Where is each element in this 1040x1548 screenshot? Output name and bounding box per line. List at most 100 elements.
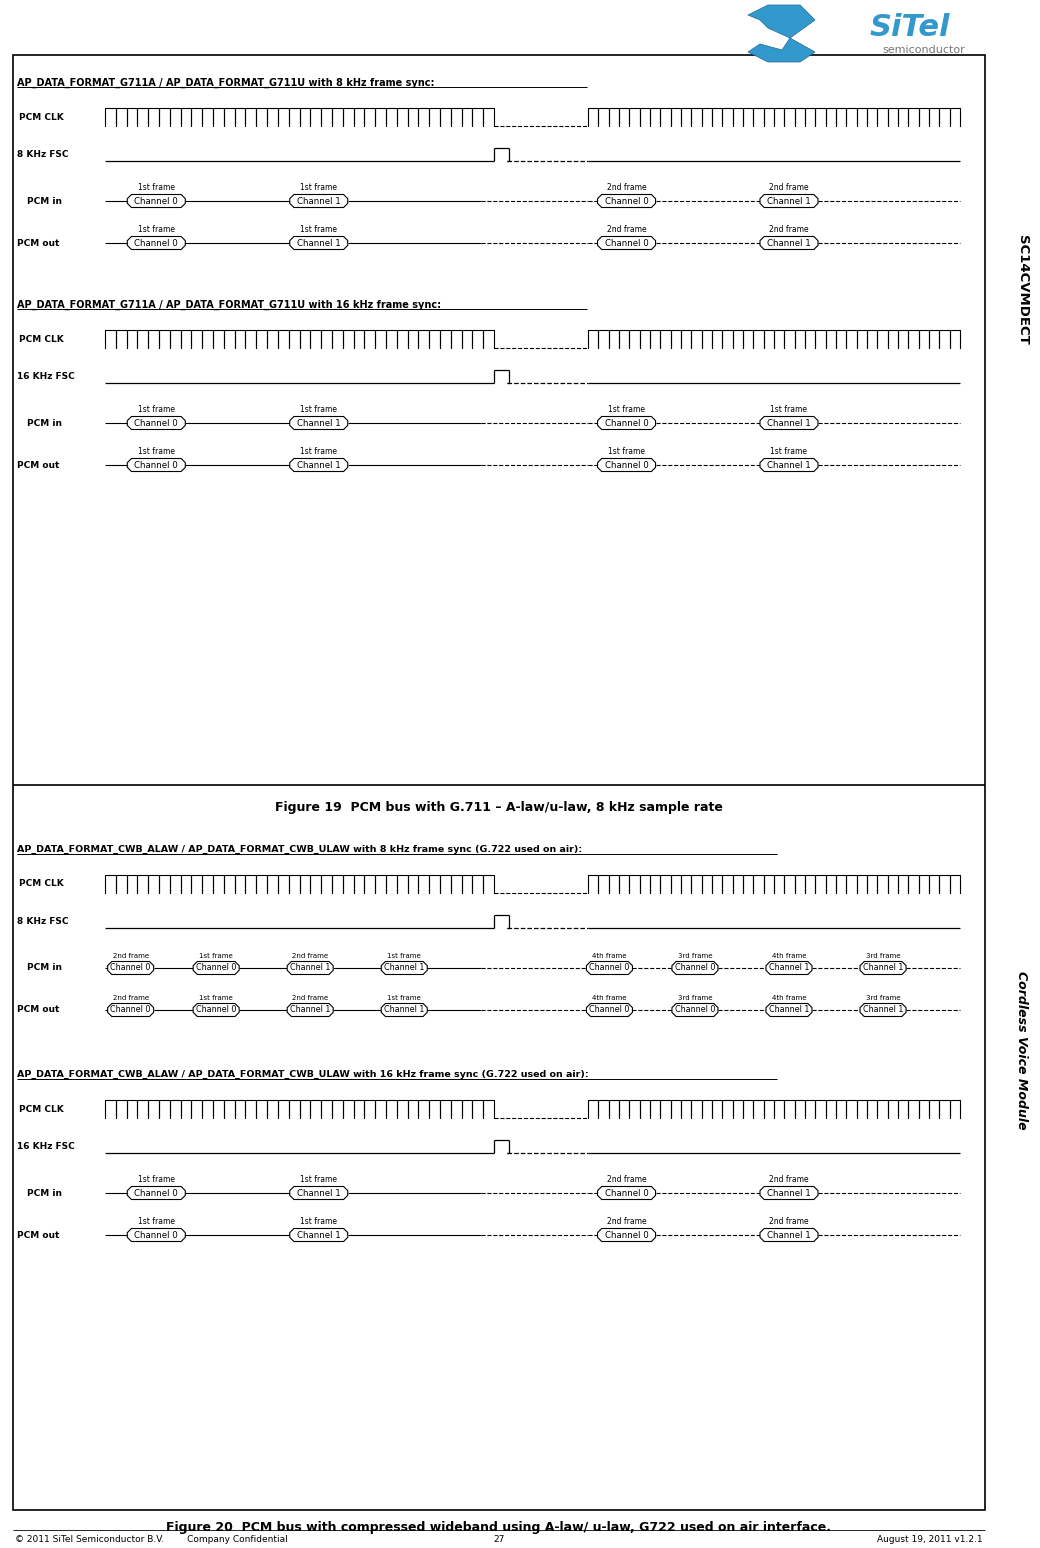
Polygon shape	[587, 961, 632, 975]
Text: Channel 0: Channel 0	[134, 1189, 178, 1198]
Polygon shape	[290, 237, 347, 249]
Polygon shape	[598, 237, 655, 249]
Text: Channel 0: Channel 0	[110, 963, 151, 972]
Polygon shape	[127, 1186, 185, 1200]
Polygon shape	[193, 1003, 239, 1017]
Text: PCM in: PCM in	[27, 963, 62, 972]
Text: 1st frame: 1st frame	[301, 447, 337, 457]
Text: 1st frame: 1st frame	[301, 1175, 337, 1184]
Text: Channel 0: Channel 0	[134, 238, 178, 248]
Text: Channel 1: Channel 1	[863, 963, 903, 972]
Text: 16 KHz FSC: 16 KHz FSC	[17, 1142, 75, 1152]
Text: Channel 1: Channel 1	[768, 197, 811, 206]
Text: 8 KHz FSC: 8 KHz FSC	[17, 150, 69, 159]
Text: Channel 1: Channel 1	[296, 1189, 341, 1198]
Text: AP_DATA_FORMAT_G711A / AP_DATA_FORMAT_G711U with 8 kHz frame sync:: AP_DATA_FORMAT_G711A / AP_DATA_FORMAT_G7…	[17, 77, 435, 88]
Text: 4th frame: 4th frame	[772, 995, 806, 1002]
Text: 1st frame: 1st frame	[301, 184, 337, 192]
Polygon shape	[760, 237, 818, 249]
Text: Channel 0: Channel 0	[604, 238, 648, 248]
Text: Channel 1: Channel 1	[768, 1231, 811, 1240]
Text: Channel 1: Channel 1	[296, 197, 341, 206]
Text: PCM CLK: PCM CLK	[19, 1105, 63, 1113]
Polygon shape	[587, 1003, 632, 1017]
Text: 8 KHz FSC: 8 KHz FSC	[17, 916, 69, 926]
Text: 1st frame: 1st frame	[137, 447, 175, 457]
Text: 3rd frame: 3rd frame	[678, 995, 712, 1002]
Text: 1st frame: 1st frame	[608, 406, 645, 415]
Text: Channel 0: Channel 0	[604, 197, 648, 206]
Polygon shape	[290, 416, 347, 429]
Text: 1st frame: 1st frame	[301, 406, 337, 415]
Text: Channel 1: Channel 1	[296, 460, 341, 469]
Text: PCM in: PCM in	[27, 1189, 62, 1198]
Text: Channel 1: Channel 1	[769, 963, 809, 972]
Text: 4th frame: 4th frame	[592, 954, 627, 960]
Text: 1st frame: 1st frame	[387, 954, 421, 960]
Text: 1st frame: 1st frame	[771, 406, 807, 415]
Text: Channel 0: Channel 0	[675, 963, 716, 972]
Polygon shape	[760, 1229, 818, 1241]
Polygon shape	[108, 1003, 154, 1017]
Text: PCM out: PCM out	[17, 238, 59, 248]
Text: 2nd frame: 2nd frame	[112, 995, 149, 1002]
Text: Channel 1: Channel 1	[296, 1231, 341, 1240]
Polygon shape	[598, 1229, 655, 1241]
Text: PCM out: PCM out	[17, 1231, 59, 1240]
Text: Channel 1: Channel 1	[863, 1006, 903, 1014]
Text: 27: 27	[493, 1536, 504, 1545]
Text: Channel 0: Channel 0	[134, 197, 178, 206]
Text: 1st frame: 1st frame	[137, 184, 175, 192]
Text: 2nd frame: 2nd frame	[292, 954, 329, 960]
Text: 4th frame: 4th frame	[772, 954, 806, 960]
Polygon shape	[127, 416, 185, 429]
Polygon shape	[766, 961, 812, 975]
Text: PCM CLK: PCM CLK	[19, 334, 63, 344]
Polygon shape	[860, 961, 906, 975]
Text: Channel 1: Channel 1	[384, 963, 424, 972]
Text: 4th frame: 4th frame	[592, 995, 627, 1002]
Text: Channel 0: Channel 0	[590, 963, 629, 972]
Text: Channel 0: Channel 0	[604, 418, 648, 427]
Polygon shape	[290, 1229, 347, 1241]
Polygon shape	[287, 1003, 333, 1017]
Text: Channel 1: Channel 1	[768, 460, 811, 469]
Text: PCM in: PCM in	[27, 418, 62, 427]
Polygon shape	[760, 195, 818, 207]
Polygon shape	[127, 237, 185, 249]
Text: Figure 19  PCM bus with G.711 – A-law/u-law, 8 kHz sample rate: Figure 19 PCM bus with G.711 – A-law/u-l…	[275, 800, 723, 814]
Text: 1st frame: 1st frame	[301, 1217, 337, 1226]
Text: Channel 0: Channel 0	[590, 1006, 629, 1014]
Polygon shape	[290, 458, 347, 472]
Polygon shape	[598, 1186, 655, 1200]
Polygon shape	[598, 416, 655, 429]
Polygon shape	[672, 961, 718, 975]
Text: AP_DATA_FORMAT_CWB_ALAW / AP_DATA_FORMAT_CWB_ULAW with 8 kHz frame sync (G.722 u: AP_DATA_FORMAT_CWB_ALAW / AP_DATA_FORMAT…	[17, 845, 582, 854]
Polygon shape	[287, 961, 333, 975]
Text: 2nd frame: 2nd frame	[770, 1175, 809, 1184]
Text: PCM out: PCM out	[17, 460, 59, 469]
Text: Channel 0: Channel 0	[134, 1231, 178, 1240]
Text: August 19, 2011 v1.2.1: August 19, 2011 v1.2.1	[878, 1536, 983, 1545]
Polygon shape	[766, 1003, 812, 1017]
Polygon shape	[290, 1186, 347, 1200]
Text: 1st frame: 1st frame	[387, 995, 421, 1002]
Text: 2nd frame: 2nd frame	[770, 184, 809, 192]
Text: Channel 0: Channel 0	[675, 1006, 716, 1014]
Polygon shape	[382, 961, 427, 975]
Polygon shape	[760, 416, 818, 429]
Text: Channel 0: Channel 0	[604, 460, 648, 469]
Text: 2nd frame: 2nd frame	[606, 226, 647, 234]
Polygon shape	[860, 1003, 906, 1017]
Text: Channel 1: Channel 1	[769, 1006, 809, 1014]
Text: Channel 1: Channel 1	[290, 1006, 331, 1014]
Text: Channel 0: Channel 0	[196, 963, 236, 972]
Text: PCM CLK: PCM CLK	[19, 113, 63, 121]
Polygon shape	[108, 961, 154, 975]
Text: 2nd frame: 2nd frame	[112, 954, 149, 960]
Text: Channel 1: Channel 1	[768, 418, 811, 427]
Text: 1st frame: 1st frame	[137, 406, 175, 415]
Text: Channel 1: Channel 1	[768, 1189, 811, 1198]
Text: 2nd frame: 2nd frame	[606, 184, 647, 192]
Text: 3rd frame: 3rd frame	[866, 954, 901, 960]
